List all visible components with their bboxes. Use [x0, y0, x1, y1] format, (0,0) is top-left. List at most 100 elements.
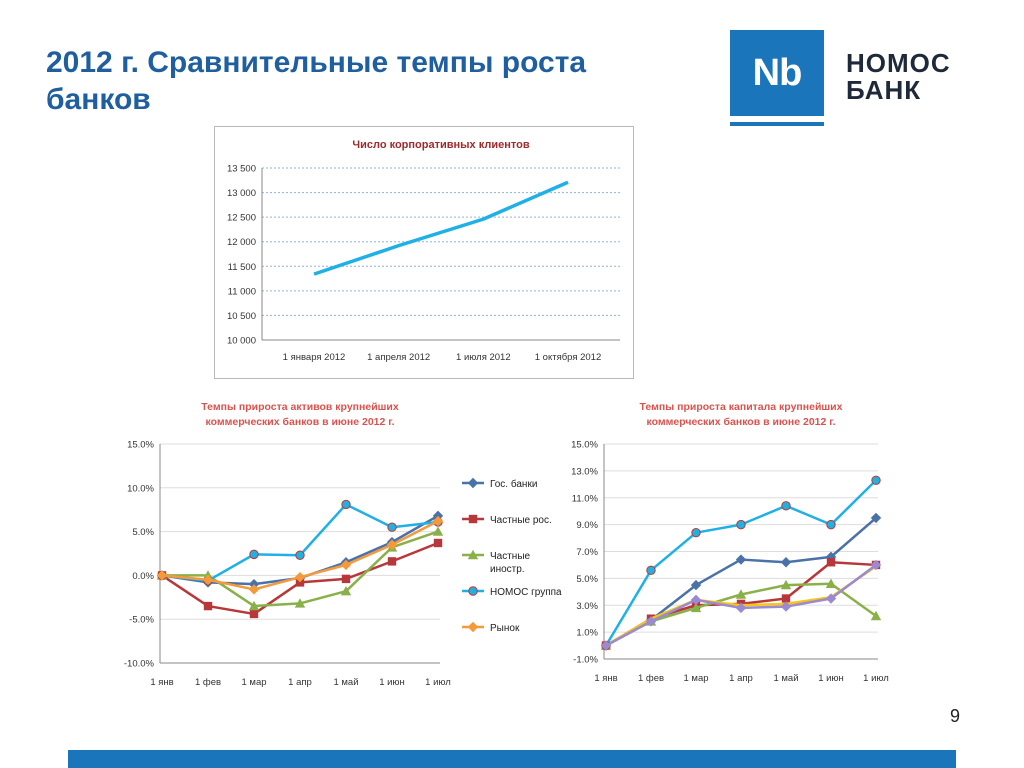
data-point — [870, 559, 882, 571]
data-point — [432, 510, 444, 522]
data-point — [340, 559, 352, 571]
x-tick-label: 1 янв — [150, 677, 173, 688]
y-tick-label: 15.0% — [571, 440, 598, 451]
x-tick-label: 1 май — [333, 677, 358, 688]
data-point — [295, 578, 305, 587]
data-point — [202, 574, 214, 585]
data-point — [341, 574, 351, 584]
chart-title-line: коммерческих банков в июне 2012 г. — [206, 416, 395, 428]
x-tick-label: 1 май — [773, 673, 798, 684]
series-line — [161, 541, 439, 616]
data-point — [735, 554, 747, 565]
x-tick-label: 1 мар — [683, 673, 708, 684]
clients-chart-frame — [214, 126, 634, 379]
data-point — [202, 570, 214, 580]
series-line — [605, 561, 877, 647]
logo-text: НОМОС БАНК — [846, 50, 951, 104]
legend-marker — [467, 549, 479, 560]
data-point — [735, 589, 747, 599]
data-point — [156, 570, 168, 580]
data-point — [870, 610, 882, 621]
data-point — [157, 571, 167, 580]
data-point — [871, 475, 881, 485]
y-tick-label: 5.0% — [576, 574, 598, 585]
series-line — [161, 514, 439, 586]
y-tick-label: 7.0% — [576, 547, 598, 558]
data-point — [826, 558, 836, 567]
y-tick-label: -10.0% — [124, 659, 155, 670]
data-point — [600, 640, 612, 650]
data-point — [780, 601, 792, 612]
data-point — [157, 570, 167, 581]
y-tick-label: 5.0% — [132, 527, 154, 538]
data-point — [387, 557, 397, 566]
data-point — [645, 616, 657, 626]
legend-label: Гос. банки — [490, 478, 537, 490]
data-point — [294, 598, 306, 608]
page-number: 9 — [950, 706, 961, 726]
data-point — [433, 538, 443, 548]
series-line — [161, 519, 439, 591]
data-point — [386, 539, 398, 550]
x-tick-label: 1 апр — [288, 677, 312, 688]
data-point — [202, 577, 214, 588]
data-point — [156, 570, 168, 581]
legend-label: НОМОС группа — [490, 587, 562, 598]
y-tick-label: 13.0% — [571, 466, 598, 477]
logo-underline — [730, 122, 824, 126]
data-point — [600, 640, 612, 651]
data-point — [248, 578, 260, 590]
x-tick-label: 1 апр — [729, 673, 753, 684]
data-point — [248, 584, 260, 595]
legend-marker — [467, 477, 479, 489]
data-point — [203, 575, 213, 586]
data-point — [870, 512, 882, 524]
data-point — [825, 578, 837, 588]
y-tick-label: -1.0% — [573, 655, 598, 666]
series-line — [605, 582, 877, 647]
data-point — [432, 515, 444, 527]
data-point — [386, 542, 398, 552]
data-point — [340, 557, 352, 568]
data-point — [341, 499, 351, 510]
series-line — [605, 516, 877, 647]
y-tick-label: 9.0% — [576, 520, 598, 531]
chart-title-line: Темпы прироста капитала крупнейших — [640, 401, 843, 413]
data-point — [203, 601, 213, 611]
y-tick-label: 0.0% — [132, 571, 154, 582]
data-point — [736, 519, 746, 530]
data-point — [825, 593, 837, 604]
data-point — [690, 602, 702, 613]
data-point — [340, 585, 352, 596]
series-line — [162, 530, 439, 608]
logo-text-line2: БАНК — [846, 75, 922, 105]
data-point — [249, 549, 259, 560]
x-tick-label: 1 июл — [863, 673, 889, 684]
data-point — [735, 602, 747, 614]
data-point — [387, 522, 397, 532]
data-point — [156, 570, 168, 581]
x-tick-label: 1 фев — [195, 677, 221, 688]
legend-marker — [468, 514, 478, 524]
series-line — [161, 503, 439, 582]
data-point — [645, 616, 657, 627]
footer-bar — [68, 750, 956, 768]
data-point — [690, 594, 702, 606]
y-tick-label: 3.0% — [576, 601, 598, 612]
data-point — [825, 551, 837, 563]
data-point — [386, 536, 398, 548]
data-point — [295, 550, 305, 560]
y-tick-label: 15.0% — [127, 440, 154, 451]
data-point — [871, 560, 881, 570]
x-tick-label: 1 июн — [379, 677, 405, 688]
data-point — [826, 519, 836, 530]
data-point — [601, 640, 611, 651]
legend-label: Частные — [490, 551, 531, 562]
slide-title: 2012 г. Сравнительные темпы роста банков — [46, 46, 587, 116]
chart-title-line: Темпы прироста активов крупнейших — [201, 401, 399, 413]
data-point — [432, 526, 444, 536]
series-line — [605, 565, 877, 647]
data-point — [780, 579, 792, 590]
y-tick-label: 1.0% — [576, 628, 598, 639]
legend-label: иностр. — [490, 564, 525, 575]
